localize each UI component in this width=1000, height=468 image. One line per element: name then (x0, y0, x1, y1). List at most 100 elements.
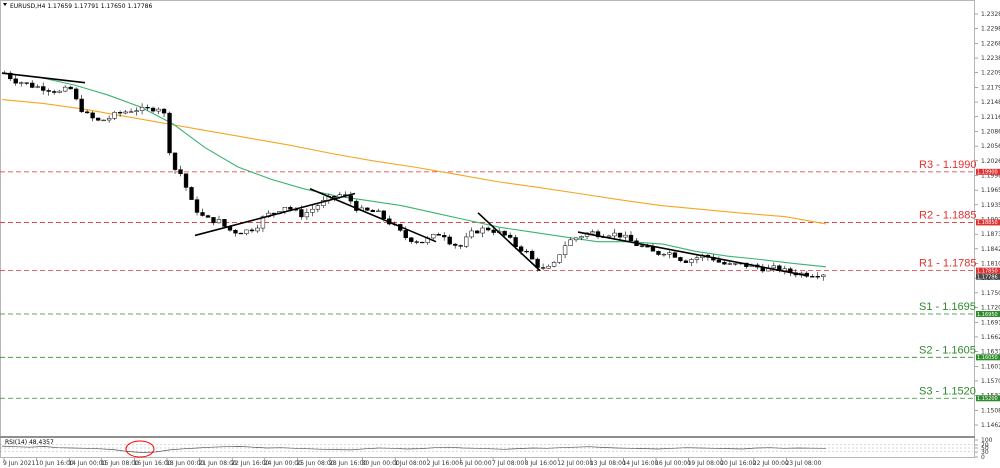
price-tick-label: 1.19650 (981, 187, 1000, 194)
price-tick-label: 1.20560 (981, 143, 1000, 150)
candle-body (639, 245, 645, 247)
price-tick-label: 1.15080 (981, 407, 1000, 414)
candle-body (645, 246, 650, 248)
candle-body (288, 207, 293, 210)
level-tag (976, 354, 1000, 361)
candle-body (381, 210, 386, 219)
level-label: S1 - 1.1695 (919, 301, 976, 313)
time-tick-label: 24 Jun 00:00 (264, 460, 302, 467)
candle-body (821, 274, 826, 277)
candle-body (475, 230, 480, 234)
candle-body (420, 241, 425, 244)
candle-body (458, 245, 463, 247)
price-tick-label: 1.20260 (981, 158, 1000, 165)
candle-body (650, 246, 656, 252)
candle-body (442, 235, 447, 238)
candle-body (57, 90, 62, 93)
candle-body (365, 207, 370, 211)
level-label: R1 - 1.1785 (919, 258, 976, 270)
price-tick-label: 1.21790 (981, 84, 1000, 91)
level-tag (976, 168, 1000, 175)
candle-body (722, 262, 727, 265)
candle-body (606, 235, 612, 238)
price-tick-label: 1.18730 (981, 231, 1000, 238)
candlesticks (2, 70, 826, 281)
trendline (309, 187, 437, 243)
price-tick-label: 1.17500 (981, 290, 1000, 297)
candle-body (139, 106, 145, 111)
candle-body (30, 82, 35, 88)
candle-body (524, 250, 529, 253)
candle-body (238, 232, 244, 235)
candle-body (194, 199, 200, 213)
rsi-indicator (0, 440, 973, 458)
candle-body (568, 239, 573, 246)
candle-body (491, 229, 496, 233)
price-tick-label: 1.22680 (981, 40, 1000, 47)
trendline (477, 212, 541, 272)
candle-body (595, 231, 601, 238)
time-tick-label: 16 Jul 00:00 (655, 460, 691, 467)
candle-body (409, 237, 414, 242)
candle-body (73, 88, 79, 100)
candle-body (590, 231, 595, 234)
candle-body (683, 260, 689, 263)
candle-body (672, 252, 678, 258)
time-tick-label: 18 Jun 00:00 (166, 460, 204, 467)
time-tick-label: 6 Jul 00:00 (459, 460, 491, 467)
rsi-tick-label: 50 (981, 445, 989, 452)
candle-body (255, 227, 260, 232)
candle-body (716, 259, 722, 263)
price-tag-label: 1.17786 (977, 274, 998, 280)
price-tick-label: 1.23280 (981, 11, 1000, 18)
candle-body (150, 107, 156, 112)
time-tick-label: 16 Jun 16:00 (133, 460, 171, 467)
level-label: R2 - 1.1885 (919, 209, 976, 221)
level-label: S3 - 1.1520 (919, 385, 976, 397)
level-tag (976, 395, 1000, 402)
candle-body (172, 152, 178, 170)
price-tick-label: 1.20860 (981, 128, 1000, 135)
time-tick-label: 1 Jul 08:00 (394, 460, 426, 467)
time-tick-label: 28 Jun 16:00 (329, 460, 367, 467)
level-tag-label: 1.15200 (977, 396, 998, 402)
candle-body (134, 110, 139, 112)
level-tag-label: 1.16050 (977, 355, 998, 361)
level-tag-label: 1.19900 (977, 170, 998, 176)
candle-body (436, 233, 441, 236)
candle-body (41, 86, 46, 91)
candle-body (485, 227, 491, 231)
level-tag (976, 310, 1000, 317)
time-tick-label: 14 Jul 16:00 (622, 460, 658, 467)
candle-body (19, 82, 24, 84)
chart-menu-icon[interactable] (3, 3, 7, 6)
candle-body (310, 208, 315, 213)
time-tick-label: 25 Jun 08:00 (296, 460, 334, 467)
candle-body (694, 257, 700, 260)
candle-body (145, 106, 150, 109)
candle-body (24, 82, 29, 84)
candle-body (771, 265, 776, 269)
candle-body (810, 276, 815, 278)
candle-body (469, 230, 474, 238)
candle-body (117, 112, 123, 114)
time-tick-label: 10 Jun 16:00 (36, 460, 74, 467)
candle-body (260, 216, 266, 229)
rsi-oversold-circle (125, 440, 155, 458)
candle-body (178, 169, 183, 175)
candle-body (507, 234, 513, 238)
level-label: S2 - 1.1605 (919, 344, 976, 356)
symbol-header: EURUSD,H4 1.17659 1.17791 1.17650 1.1778… (10, 3, 152, 10)
price-axis[interactable]: 1.23280 1.22980 1.22680 1.22380 1.22090 1.217… (975, 11, 1000, 429)
candle-body (222, 219, 227, 227)
candle-body (90, 112, 95, 119)
price-tick-label: 1.19960 (981, 172, 1000, 179)
candle-body (299, 209, 304, 218)
candle-body (579, 236, 584, 239)
time-tick-label: 22 Jul 00:00 (753, 460, 789, 467)
candle-body (13, 78, 18, 84)
candle-body (128, 111, 134, 113)
